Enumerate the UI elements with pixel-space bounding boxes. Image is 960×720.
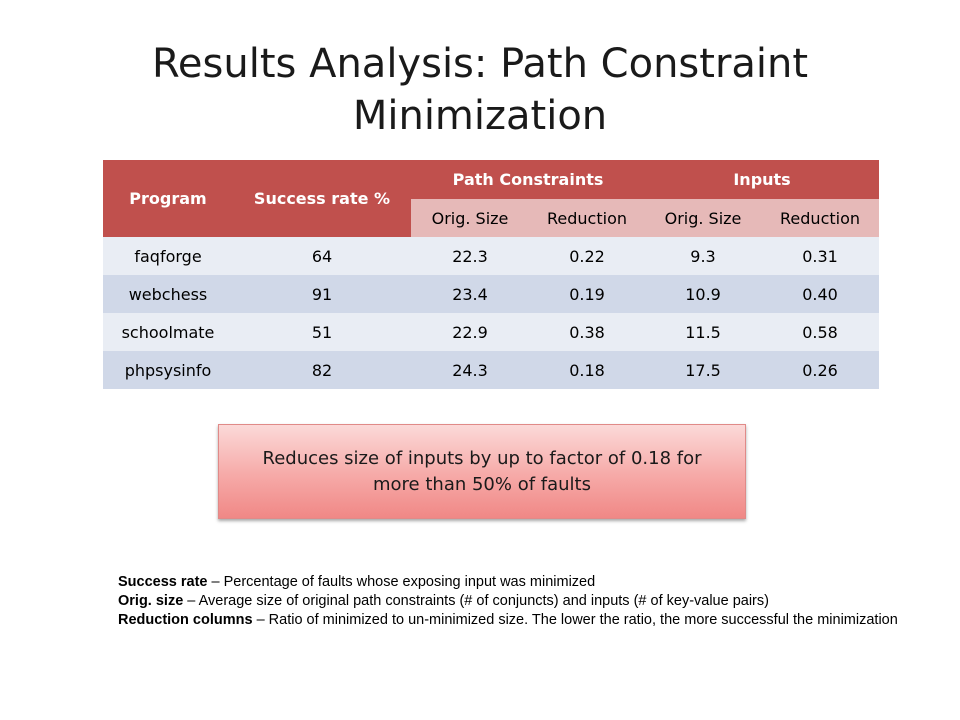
note-reduction-columns: Reduction columns – Ratio of minimized t… — [118, 611, 908, 630]
cell-inputs-reduction: 0.31 — [761, 237, 880, 275]
header-path-constraints: Path Constraints — [411, 160, 646, 199]
cell-success-rate: 51 — [233, 313, 411, 351]
cell-inputs-orig-size: 17.5 — [645, 351, 762, 389]
cell-pc-orig-size: 24.3 — [411, 351, 529, 389]
table-row: phpsysinfo 82 24.3 0.18 17.5 0.26 — [103, 351, 880, 389]
callout-text: Reduces size of inputs by up to factor o… — [262, 447, 702, 495]
subheader-pc-orig-size: Orig. Size — [411, 199, 529, 237]
cell-inputs-orig-size: 9.3 — [645, 237, 762, 275]
cell-inputs-orig-size: 11.5 — [645, 313, 762, 351]
cell-pc-reduction: 0.18 — [529, 351, 646, 389]
note-term: Success rate — [118, 574, 208, 590]
cell-inputs-reduction: 0.40 — [761, 275, 880, 313]
slide-title: Results Analysis: Path Constraint Minimi… — [60, 38, 900, 142]
note-success-rate: Success rate – Percentage of faults whos… — [118, 573, 908, 592]
note-term: Reduction columns — [118, 612, 253, 628]
cell-program: phpsysinfo — [103, 351, 233, 389]
slide-title-line2: Minimization — [352, 93, 608, 139]
subheader-inputs-orig-size: Orig. Size — [645, 199, 762, 237]
subheader-inputs-reduction: Reduction — [761, 199, 880, 237]
note-definition: – Average size of original path constrai… — [183, 593, 769, 609]
subheader-pc-reduction: Reduction — [529, 199, 646, 237]
cell-success-rate: 82 — [233, 351, 411, 389]
cell-pc-reduction: 0.19 — [529, 275, 646, 313]
note-definition: – Ratio of minimized to un-minimized siz… — [252, 612, 898, 628]
cell-success-rate: 91 — [233, 275, 411, 313]
results-table: Program Success rate % Path Constraints … — [103, 160, 880, 389]
cell-inputs-orig-size: 10.9 — [645, 275, 762, 313]
note-term: Orig. size — [118, 593, 184, 609]
cell-program: webchess — [103, 275, 233, 313]
cell-success-rate: 64 — [233, 237, 411, 275]
cell-inputs-reduction: 0.26 — [761, 351, 880, 389]
table-row: schoolmate 51 22.9 0.38 11.5 0.58 — [103, 313, 880, 351]
cell-inputs-reduction: 0.58 — [761, 313, 880, 351]
header-program: Program — [103, 160, 233, 237]
table-row: webchess 91 23.4 0.19 10.9 0.40 — [103, 275, 880, 313]
cell-pc-reduction: 0.22 — [529, 237, 646, 275]
cell-pc-orig-size: 23.4 — [411, 275, 529, 313]
callout-box: Reduces size of inputs by up to factor o… — [218, 424, 746, 519]
cell-program: faqforge — [103, 237, 233, 275]
note-definition: – Percentage of faults whose exposing in… — [207, 574, 596, 590]
cell-pc-orig-size: 22.9 — [411, 313, 529, 351]
cell-program: schoolmate — [103, 313, 233, 351]
cell-pc-reduction: 0.38 — [529, 313, 646, 351]
definitions-notes: Success rate – Percentage of faults whos… — [118, 573, 908, 630]
cell-pc-orig-size: 22.3 — [411, 237, 529, 275]
slide-title-line1: Results Analysis: Path Constraint — [151, 41, 809, 87]
note-orig-size: Orig. size – Average size of original pa… — [118, 592, 908, 611]
header-inputs: Inputs — [645, 160, 880, 199]
header-success-rate: Success rate % — [233, 160, 411, 237]
table-row: faqforge 64 22.3 0.22 9.3 0.31 — [103, 237, 880, 275]
